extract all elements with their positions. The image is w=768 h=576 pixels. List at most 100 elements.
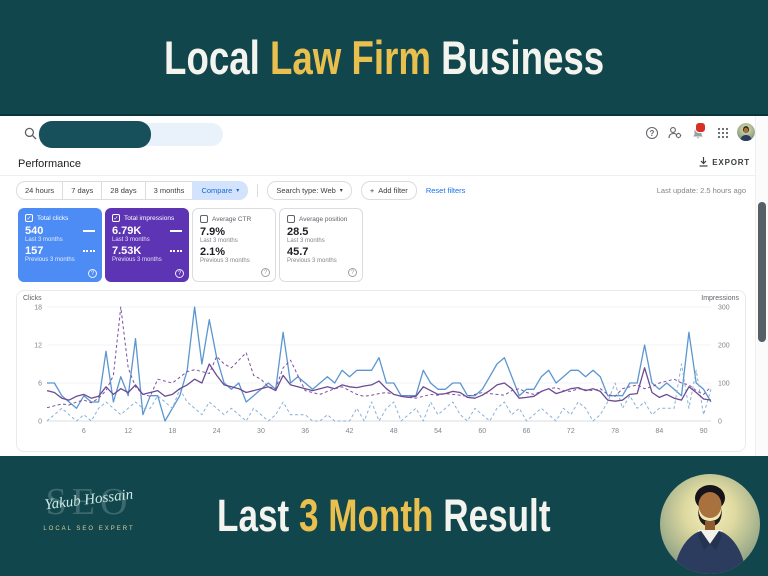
- svg-text:66: 66: [523, 428, 531, 435]
- add-filter-label: Add filter: [378, 185, 408, 195]
- svg-text:Impressions: Impressions: [701, 295, 739, 302]
- export-label: EXPORT: [712, 157, 750, 167]
- date-range-3-months[interactable]: 3 months: [144, 180, 194, 200]
- metric-period: Previous 3 months: [287, 258, 337, 264]
- card-help-icon[interactable]: ?: [348, 268, 357, 277]
- question-glyph: ?: [646, 127, 658, 139]
- apps-grid-icon[interactable]: [715, 125, 731, 141]
- metric-value: 6.79K: [112, 225, 142, 237]
- notification-badge: [695, 122, 706, 133]
- svg-text:84: 84: [655, 428, 663, 435]
- title-part-white: Result: [433, 490, 551, 541]
- scrollbar-thumb[interactable]: [758, 202, 766, 342]
- svg-text:6: 6: [38, 381, 42, 388]
- top-banner: Local Law Firm Business: [0, 0, 768, 114]
- svg-text:42: 42: [346, 428, 354, 435]
- metric-value: 45.7: [287, 246, 309, 258]
- banner-edge-divider: [0, 114, 768, 116]
- metric-period: Last 3 months: [112, 237, 150, 243]
- metric-period: Previous 3 months: [112, 257, 162, 263]
- search-type-label: Search type: Web: [276, 185, 336, 195]
- profile-photo: [660, 474, 760, 574]
- title-part-white: Last: [217, 490, 300, 541]
- card-label: Total impressions: [124, 214, 175, 222]
- metric-card-average-ctr[interactable]: Average CTR 7.9% Last 3 months 2.1% Prev…: [192, 208, 276, 282]
- svg-text:6: 6: [82, 428, 86, 435]
- top-banner-title: Local Law Firm Business: [164, 30, 604, 85]
- svg-text:0: 0: [718, 419, 722, 426]
- metric-cards-row: ✓ Total clicks 540 Last 3 months 157 Prev…: [18, 208, 363, 282]
- metric-value: 7.9%: [200, 226, 226, 238]
- help-icon[interactable]: ?: [644, 125, 660, 141]
- metric-value: 2.1%: [200, 246, 226, 258]
- performance-chart: 0 6 12 18 0 100 200 300 6 12 18 24 30 36 42 48 54 60 66 72 7…: [23, 295, 740, 435]
- bottom-banner-title: Last 3 Month Result: [217, 490, 550, 542]
- svg-text:100: 100: [718, 381, 730, 388]
- svg-text:90: 90: [700, 428, 708, 435]
- redacted-property-name: [39, 121, 151, 148]
- svg-text:200: 200: [718, 343, 730, 350]
- compare-label: Compare: [201, 185, 233, 195]
- metric-card-average-position[interactable]: Average position 28.5 Last 3 months 45.7…: [279, 208, 363, 282]
- checkbox-unchecked-icon[interactable]: [287, 215, 295, 223]
- reset-filters-link[interactable]: Reset filters: [425, 185, 466, 195]
- user-settings-icon[interactable]: [667, 125, 683, 141]
- metric-value: 540: [25, 225, 44, 237]
- svg-text:48: 48: [390, 428, 398, 435]
- card-help-icon[interactable]: ?: [88, 269, 97, 278]
- metric-card-total-clicks[interactable]: ✓ Total clicks 540 Last 3 months 157 Prev…: [18, 208, 102, 282]
- metric-period: Last 3 months: [25, 237, 63, 243]
- seo-logo: SEO Yakub Hossain LOCAL SEO EXPERT: [24, 480, 154, 560]
- solid-line-legend-icon: [83, 230, 95, 232]
- svg-text:30: 30: [257, 428, 265, 435]
- plus-icon: +: [369, 185, 375, 195]
- export-button[interactable]: EXPORT: [699, 157, 750, 167]
- chevron-down-icon: ▾: [339, 187, 343, 194]
- date-range-7-days[interactable]: 7 days: [62, 180, 103, 200]
- logo-subtitle: LOCAL SEO EXPERT: [43, 526, 135, 532]
- svg-text:18: 18: [34, 305, 42, 312]
- svg-text:24: 24: [213, 428, 221, 435]
- app-bar: ?: [0, 116, 768, 152]
- dashed-line-legend-icon: [83, 250, 95, 252]
- metric-period: Previous 3 months: [25, 257, 75, 263]
- search-type-dropdown[interactable]: Search type: Web ▾: [267, 180, 352, 200]
- performance-chart-card: 0 6 12 18 0 100 200 300 6 12 18 24 30 36 42 48 54 60 66 72 7…: [16, 290, 746, 452]
- checkbox-checked-icon[interactable]: ✓: [25, 214, 33, 222]
- account-avatar[interactable]: [737, 123, 755, 141]
- metric-period: Last 3 months: [200, 238, 238, 244]
- page-title: Performance: [18, 158, 81, 170]
- scrollbar-track[interactable]: [755, 116, 768, 456]
- card-help-icon[interactable]: ?: [261, 268, 270, 277]
- person-portrait: [674, 485, 746, 574]
- svg-text:300: 300: [718, 305, 730, 312]
- divider: [257, 183, 259, 197]
- svg-text:78: 78: [611, 428, 619, 435]
- checkbox-unchecked-icon[interactable]: [200, 215, 208, 223]
- svg-text:60: 60: [478, 428, 486, 435]
- metric-period: Last 3 months: [287, 238, 325, 244]
- title-part-gold: 3 Month: [299, 490, 434, 541]
- card-help-icon[interactable]: ?: [175, 269, 184, 278]
- performance-header-row: Performance EXPORT: [0, 152, 768, 176]
- compare-button[interactable]: Compare ▾: [192, 180, 249, 200]
- dashed-line-legend-icon: [170, 250, 182, 252]
- card-label: Total clicks: [37, 214, 69, 222]
- search-icon: [24, 127, 37, 140]
- checkbox-checked-icon[interactable]: ✓: [112, 214, 120, 222]
- metric-card-total-impressions[interactable]: ✓ Total impressions 6.79K Last 3 months 7…: [105, 208, 189, 282]
- svg-text:0: 0: [38, 419, 42, 426]
- svg-text:Clicks: Clicks: [23, 295, 42, 302]
- title-part-gold: Law Firm: [269, 30, 431, 84]
- card-label: Average CTR: [212, 215, 252, 223]
- svg-text:54: 54: [434, 428, 442, 435]
- last-update-text: Last update: 2.5 hours ago: [656, 186, 746, 195]
- bottom-banner: SEO Yakub Hossain LOCAL SEO EXPERT Last …: [0, 456, 768, 576]
- add-filter-button[interactable]: + Add filter: [360, 180, 417, 200]
- download-icon: [699, 157, 708, 167]
- date-range-24-hours[interactable]: 24 hours: [16, 180, 64, 200]
- date-range-28-days[interactable]: 28 days: [101, 180, 146, 200]
- search-input[interactable]: [38, 121, 223, 148]
- svg-text:12: 12: [124, 428, 132, 435]
